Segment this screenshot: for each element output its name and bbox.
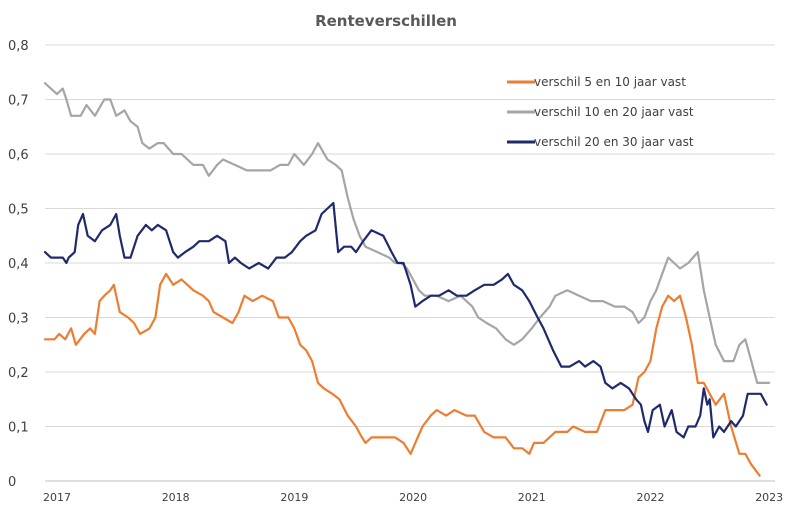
- series-line-1: [43, 272, 761, 477]
- legend-label: verschil 10 en 20 jaar vast: [534, 105, 694, 119]
- series-line-2: [43, 82, 771, 384]
- legend-item: verschil 10 en 20 jaar vast: [507, 105, 694, 119]
- legend-item: verschil 20 en 30 jaar vast: [507, 135, 694, 149]
- plot-area: [43, 82, 771, 477]
- chart-title: Renteverschillen: [315, 12, 457, 30]
- legend-label: verschil 20 en 30 jaar vast: [534, 135, 694, 149]
- x-tick-label: 2017: [43, 491, 71, 504]
- y-tick-label: 0,5: [8, 203, 29, 218]
- y-tick-label: 0,4: [8, 257, 29, 272]
- x-tick-label: 2021: [518, 491, 546, 504]
- legend: verschil 5 en 10 jaar vast verschil 10 en…: [507, 75, 694, 149]
- x-tick-label: 2020: [399, 491, 427, 504]
- x-tick-label: 2022: [636, 491, 664, 504]
- legend-item: verschil 5 en 10 jaar vast: [507, 75, 686, 89]
- x-axis-tick-labels: 2017 2018 2019 2020 2021 2022 2023: [43, 491, 783, 504]
- series-line-3: [43, 202, 768, 439]
- x-tick-label: 2023: [755, 491, 783, 504]
- y-tick-label: 0,6: [8, 148, 29, 163]
- legend-label: verschil 5 en 10 jaar vast: [534, 75, 686, 89]
- y-tick-label: 0,8: [8, 39, 29, 54]
- grid-lines: [45, 44, 775, 482]
- x-tick-label: 2019: [280, 491, 308, 504]
- y-tick-label: 0: [8, 475, 16, 490]
- y-tick-label: 0,1: [8, 421, 29, 436]
- y-axis-tick-labels: 0 0,1 0,2 0,3 0,4 0,5 0,6 0,7 0,8: [8, 39, 29, 490]
- y-tick-label: 0,7: [8, 94, 29, 109]
- y-tick-label: 0,3: [8, 312, 29, 327]
- x-tick-label: 2018: [162, 491, 190, 504]
- y-tick-label: 0,2: [8, 366, 29, 381]
